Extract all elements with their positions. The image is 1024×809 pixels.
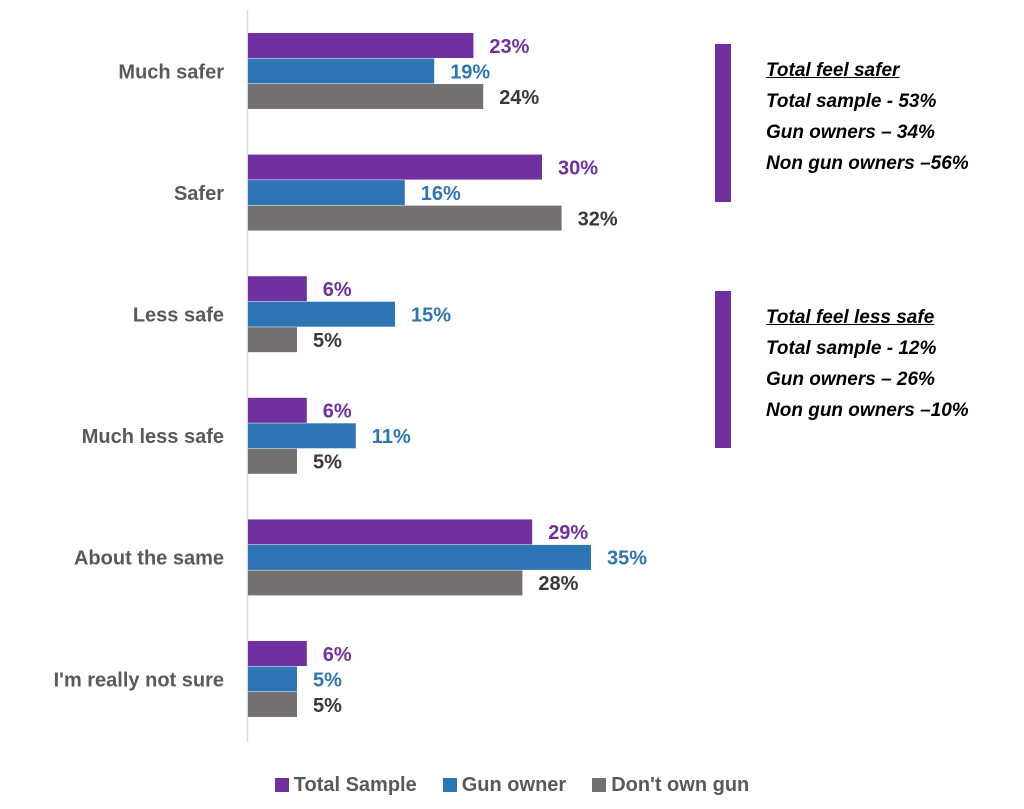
bar — [248, 327, 297, 353]
bar — [248, 666, 297, 692]
bar — [248, 301, 395, 327]
category-label: Much less safe — [82, 426, 224, 448]
callout-text: Total feel safer Total sample - 53% Gun … — [766, 55, 969, 179]
data-label: 11% — [372, 426, 411, 448]
data-label: 28% — [538, 573, 578, 595]
category-label: I'm really not sure — [54, 669, 224, 691]
category-label: Safer — [174, 183, 224, 205]
callout-feel-less-safe: Total feel less safe Total sample - 12% … — [715, 291, 1015, 451]
bar — [248, 570, 523, 596]
data-label: 16% — [421, 183, 461, 205]
callout-line: Total sample - 53% — [766, 91, 937, 112]
data-label: 5% — [313, 695, 342, 717]
category-label: Less safe — [133, 304, 224, 326]
data-label: 35% — [607, 548, 647, 570]
legend-item-total-sample: Total Sample — [274, 773, 417, 797]
bar — [248, 448, 297, 474]
bar — [248, 423, 356, 449]
data-label: 19% — [450, 61, 490, 83]
bar — [248, 33, 474, 58]
data-label: 30% — [558, 157, 598, 179]
legend-label: Gun owner — [461, 773, 567, 796]
legend-label: Total Sample — [293, 773, 417, 796]
bar — [248, 544, 591, 570]
data-label: 6% — [323, 279, 352, 301]
callout-line: Gun owners – 26% — [766, 369, 935, 390]
legend-item-gun-owner: Gun owner — [442, 773, 567, 797]
callout-line: Non gun owners –10% — [766, 400, 969, 421]
bar — [248, 692, 297, 717]
data-label: 6% — [323, 401, 352, 423]
data-label: 6% — [323, 644, 352, 666]
bar — [248, 58, 435, 84]
legend-swatch-dont-own-gun — [592, 778, 607, 792]
legend-swatch-total-sample — [274, 778, 289, 792]
bar — [248, 84, 484, 109]
data-label: 29% — [548, 522, 588, 544]
data-label: 5% — [313, 330, 342, 352]
data-label: 5% — [313, 669, 342, 691]
bar — [248, 397, 307, 423]
bar — [248, 180, 405, 206]
bar — [248, 276, 307, 302]
callout-title: Total feel less safe — [766, 307, 935, 328]
callout-line: Gun owners – 34% — [766, 122, 935, 143]
callout-accent-bar — [715, 44, 731, 202]
category-label: About the same — [74, 548, 224, 570]
data-label: 15% — [411, 304, 451, 326]
legend: Total Sample Gun owner Don't own gun — [0, 770, 1024, 800]
legend-label: Don't own gun — [611, 773, 750, 796]
callout-line: Total sample - 12% — [766, 338, 937, 359]
category-label: Much safer — [118, 61, 224, 83]
data-label: 5% — [313, 452, 342, 474]
legend-swatch-gun-owner — [442, 778, 457, 792]
callout-title: Total feel safer — [766, 60, 900, 81]
callout-line: Non gun owners –56% — [766, 153, 969, 174]
bar — [248, 519, 533, 545]
callout-accent-bar — [715, 291, 731, 448]
bar — [248, 205, 562, 231]
bar — [248, 641, 307, 666]
legend-item-dont-own-gun: Don't own gun — [592, 774, 749, 797]
callout-text: Total feel less safe Total sample - 12% … — [766, 302, 969, 426]
data-label: 24% — [499, 87, 539, 109]
data-label: 32% — [578, 208, 618, 230]
data-label: 23% — [489, 36, 529, 58]
callout-feel-safer: Total feel safer Total sample - 53% Gun … — [715, 44, 1015, 204]
bar — [248, 154, 542, 180]
